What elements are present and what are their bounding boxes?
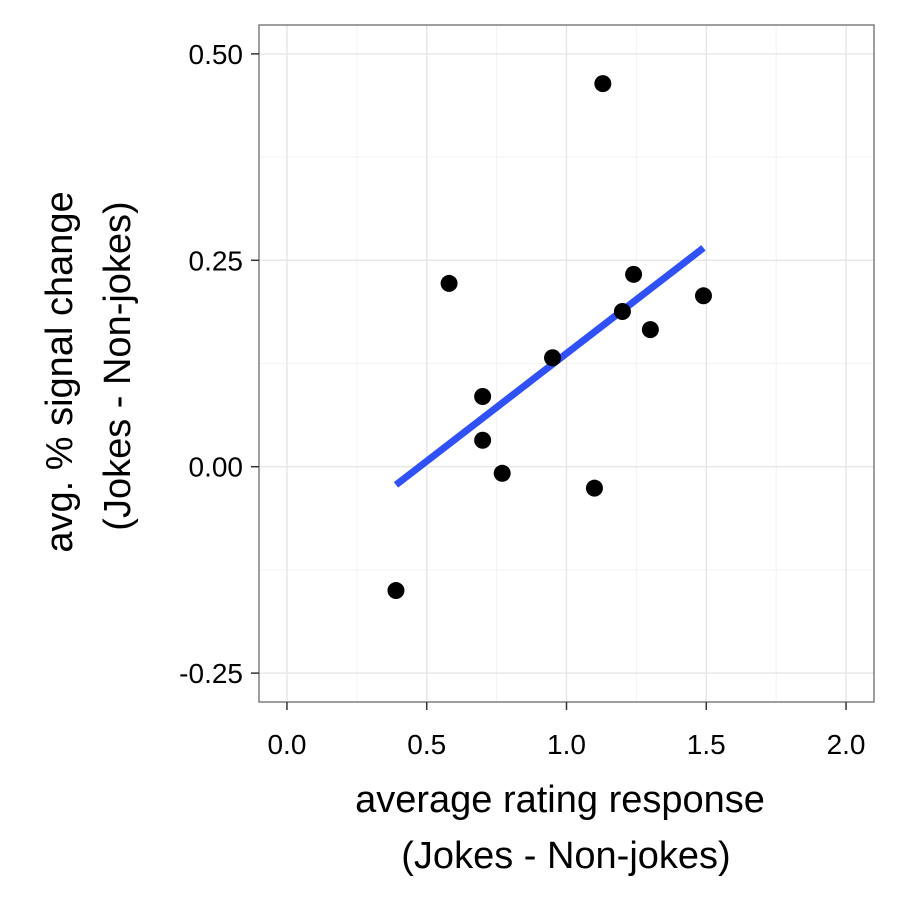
data-point xyxy=(585,479,603,497)
data-point xyxy=(474,431,492,449)
data-point xyxy=(694,287,712,305)
x-axis-title-line1: average rating response xyxy=(355,779,765,821)
data-point xyxy=(625,265,643,283)
fit-line-layer xyxy=(393,245,706,488)
x-tick-label: 1.5 xyxy=(687,729,726,760)
points-layer xyxy=(387,75,712,600)
x-axis: 0.0 0.5 1.0 1.5 2.0 xyxy=(267,702,866,760)
data-point xyxy=(387,582,405,600)
regression-line xyxy=(393,245,706,488)
data-point xyxy=(440,274,458,292)
data-point xyxy=(493,464,511,482)
y-tick-label: -0.25 xyxy=(179,658,243,689)
y-axis-title-line2: (Jokes - Non-jokes) xyxy=(97,201,139,530)
data-point xyxy=(594,75,612,93)
data-point xyxy=(474,388,492,406)
data-point xyxy=(544,349,562,367)
x-tick-label: 1.0 xyxy=(547,729,586,760)
y-axis: -0.25 0.00 0.25 0.50 xyxy=(179,39,259,689)
x-tick-label: 2.0 xyxy=(827,729,866,760)
x-tick-label: 0.0 xyxy=(267,729,306,760)
data-point xyxy=(613,302,631,320)
data-point xyxy=(641,321,659,339)
x-axis-title-line2: (Jokes - Non-jokes) xyxy=(401,835,730,877)
x-tick-label: 0.5 xyxy=(407,729,446,760)
y-tick-label: 0.00 xyxy=(189,452,244,483)
y-axis-title-line1: avg. % signal change xyxy=(39,191,81,552)
grid xyxy=(259,25,874,702)
y-tick-label: 0.50 xyxy=(189,39,244,70)
y-tick-label: 0.25 xyxy=(189,245,244,276)
